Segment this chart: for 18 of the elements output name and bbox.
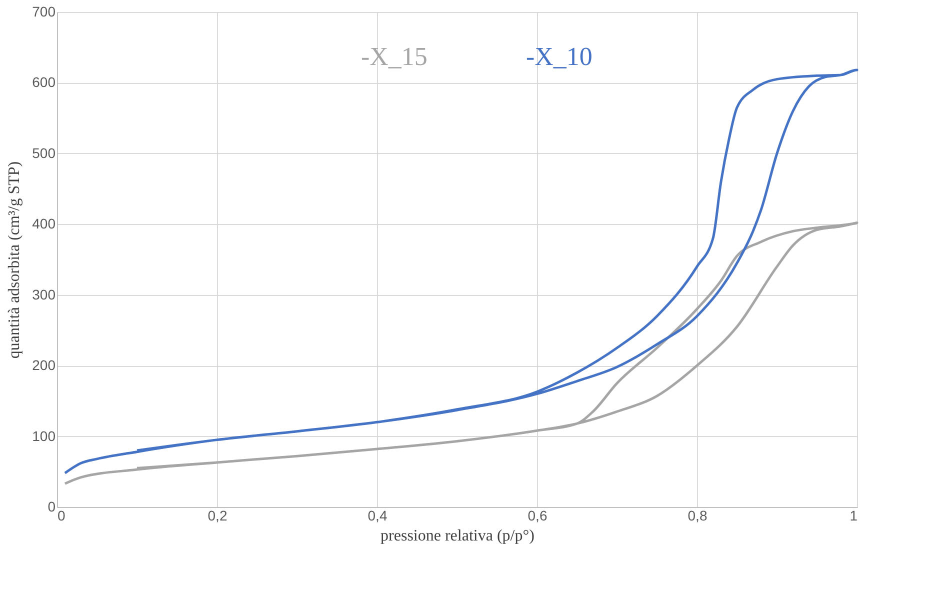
line-series xyxy=(64,221,858,485)
text: -X_15 xyxy=(361,42,428,71)
x-tick-label: 0,6 xyxy=(528,508,548,524)
y-tick-label: 100 xyxy=(32,428,56,444)
line-series xyxy=(64,68,858,474)
y-tick-label: 300 xyxy=(32,286,56,302)
x-tick-label: 1 xyxy=(850,508,858,524)
y-tick-label: 200 xyxy=(32,357,56,374)
y-tick-label: 700 xyxy=(32,4,56,20)
y-tick-label: 600 xyxy=(32,74,56,90)
text: -X_10 xyxy=(526,42,592,71)
y-tick-label: 400 xyxy=(32,216,56,232)
y-axis-title: quantità adsorbita (cm³/g STP) xyxy=(6,161,24,359)
x-tick-label: 0,2 xyxy=(208,508,228,524)
x-tick-label: 0,8 xyxy=(688,508,708,524)
x-tick-label: 0,4 xyxy=(368,508,388,524)
x-axis-title: pressione relativa (p/p°) xyxy=(380,528,534,544)
y-tick-label: 500 xyxy=(32,144,56,161)
